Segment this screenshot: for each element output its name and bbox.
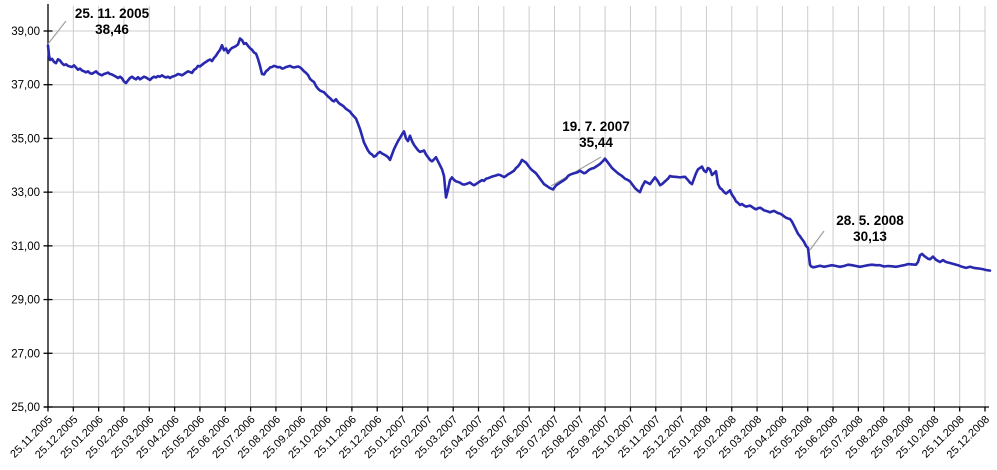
annotation-2005-high: 25. 11. 2005 38,46: [75, 6, 149, 38]
y-axis-label: 29,00: [11, 295, 40, 307]
y-axis-label: 33,00: [11, 187, 40, 199]
annotation-value: 35,44: [579, 135, 613, 150]
annotation-date: 28. 5. 2008: [836, 213, 904, 228]
y-axis-label: 39,00: [11, 26, 40, 38]
annotation-date: 25. 11. 2005: [74, 6, 150, 21]
y-axis-label: 37,00: [11, 80, 40, 92]
y-axis-label: 31,00: [11, 241, 40, 253]
y-axis-label: 27,00: [11, 348, 40, 360]
annotation-2007-point: 19. 7. 2007 35,44: [562, 119, 630, 151]
annotation-value: 30,13: [853, 229, 887, 244]
y-axis-label: 25,00: [11, 402, 40, 414]
y-axis-label: 35,00: [11, 133, 40, 145]
annotation-callout-line: [809, 230, 825, 251]
price-line: [46, 37, 992, 272]
annotation-2008-drop: 28. 5. 2008 30,13: [836, 213, 904, 245]
annotation-callout-line: [47, 20, 67, 45]
annotation-date: 19. 7. 2007: [562, 119, 630, 134]
annotation-value: 38,46: [95, 22, 129, 37]
